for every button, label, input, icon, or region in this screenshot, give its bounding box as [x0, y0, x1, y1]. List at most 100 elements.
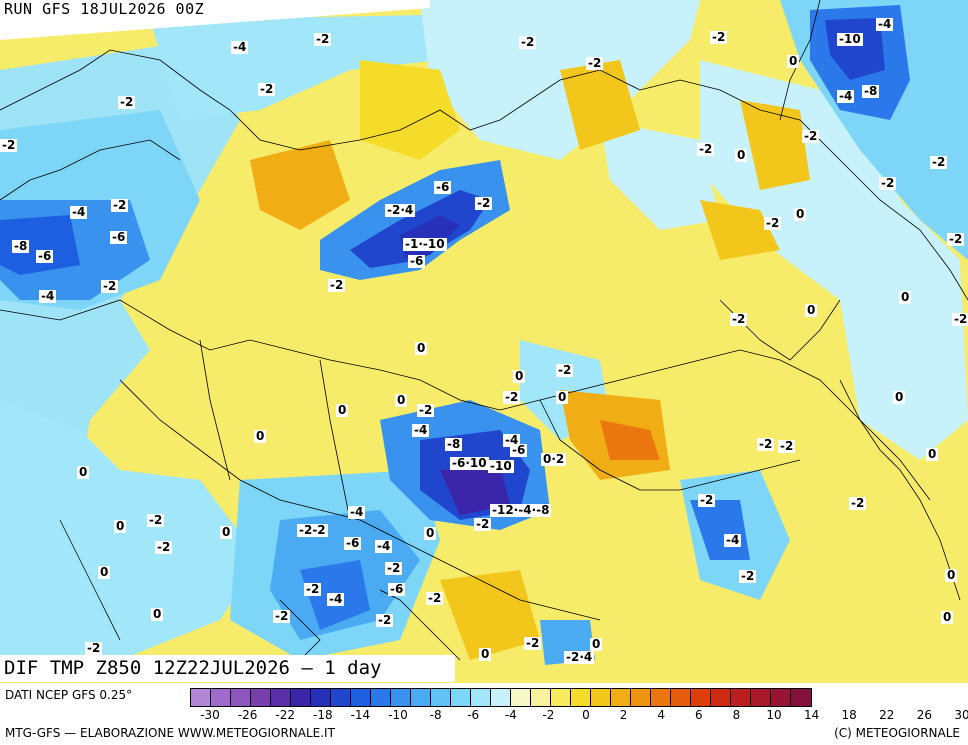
color-scale-cell: [751, 689, 771, 706]
contour-label: -2: [147, 513, 165, 527]
contour-label: -6: [36, 249, 54, 263]
color-scale-tick-label: 26: [916, 708, 933, 722]
color-scale-cell: [571, 689, 591, 706]
map-canvas: [0, 0, 968, 683]
contour-label: -2: [586, 56, 604, 70]
contour-label: -4: [231, 40, 249, 54]
contour-label: -2: [698, 493, 716, 507]
color-scale-cell: [711, 689, 731, 706]
color-scale-tick-label: -30: [200, 708, 220, 722]
color-scale-cell: [311, 689, 331, 706]
contour-label: 0·2: [541, 452, 567, 466]
contour-label: 0: [254, 429, 267, 443]
color-scale-tick-label: 14: [803, 708, 820, 722]
color-scale-tick-label: 30: [954, 708, 968, 722]
contour-label: -6: [344, 536, 362, 550]
contour-label: -10: [488, 459, 514, 473]
color-scale-cell: [451, 689, 471, 706]
color-scale-tick-label: 6: [694, 708, 703, 722]
contour-label: -2: [952, 312, 968, 326]
contour-label: -2: [764, 216, 782, 230]
contour-label: -2: [802, 129, 820, 143]
contour-label: -2: [426, 591, 444, 605]
contour-label: 0: [787, 54, 800, 68]
contour-label: -2: [556, 363, 574, 377]
contour-label: -2: [710, 30, 728, 44]
contour-label: -10: [837, 32, 863, 46]
color-scale-tick-label: 22: [879, 708, 895, 722]
color-scale-cell: [791, 689, 811, 706]
color-scale-cell: [771, 689, 791, 706]
contour-label: 0: [77, 465, 90, 479]
contour-label: 0: [805, 303, 818, 317]
color-scale-tick-label: 8: [732, 708, 741, 722]
contour-label: 0: [945, 568, 958, 582]
color-scale-tick-label: 18: [841, 708, 857, 722]
contour-label: -6·10: [450, 456, 489, 470]
color-scale-cell: [431, 689, 451, 706]
contour-label: -2: [697, 142, 715, 156]
contour-label: -6: [110, 230, 128, 244]
contour-label: -6: [408, 254, 426, 268]
contour-label: -2: [258, 82, 276, 96]
color-scale-tick-label: 4: [657, 708, 666, 722]
color-scale-cell: [491, 689, 511, 706]
contour-label: -2: [273, 609, 291, 623]
contour-label: -2: [475, 196, 493, 210]
color-scale-cell: [231, 689, 251, 706]
contour-label: 0: [415, 341, 428, 355]
color-scale-cell: [551, 689, 571, 706]
contour-label: -2: [739, 569, 757, 583]
color-scale-cell: [731, 689, 751, 706]
contour-label: -2: [730, 312, 748, 326]
color-scale-cell: [671, 689, 691, 706]
color-scale-tick-label: -4: [504, 708, 517, 722]
contour-label: -4: [327, 592, 345, 606]
color-scale-cell: [371, 689, 391, 706]
color-scale-cell: [191, 689, 211, 706]
contour-label: 0: [479, 647, 492, 661]
contour-label: -8: [862, 84, 880, 98]
contour-label: 0: [151, 607, 164, 621]
color-scale-cell: [291, 689, 311, 706]
contour-label: -2: [376, 613, 394, 627]
credit-right: (C) METEOGIORNALE: [834, 726, 960, 740]
contour-label: -4: [70, 205, 88, 219]
contour-label: -2: [101, 279, 119, 293]
contour-label: 0: [556, 390, 569, 404]
color-scale-cell: [211, 689, 231, 706]
contour-label: 0: [899, 290, 912, 304]
contour-label: -2-2: [297, 523, 328, 537]
contour-label: 0: [893, 390, 906, 404]
contour-label: -1·-10: [403, 237, 447, 251]
contour-label: 0: [590, 637, 603, 651]
contour-label: -2: [524, 636, 542, 650]
contour-label: -6: [388, 582, 406, 596]
contour-label: -6: [434, 180, 452, 194]
contour-label: -2: [930, 155, 948, 169]
contour-label: -4: [39, 289, 57, 303]
contour-label: -2: [314, 32, 332, 46]
contour-label: 0: [735, 148, 748, 162]
color-scale-tick-label: 10: [766, 708, 782, 722]
color-scale-cell: [331, 689, 351, 706]
contour-label: -4: [724, 533, 742, 547]
contour-label: -2: [879, 176, 897, 190]
color-scale-bar: [190, 688, 812, 707]
contour-label: -2: [118, 95, 136, 109]
color-scale-cell: [631, 689, 651, 706]
temperature-anomaly-map: [0, 0, 968, 683]
contour-label: -6: [510, 443, 528, 457]
contour-label: -2: [304, 582, 322, 596]
color-scale-cell: [411, 689, 431, 706]
product-title: DIF TMP Z850 12Z22JUL2026 — 1 day: [0, 655, 455, 682]
contour-label: -12·-4·-8: [490, 503, 552, 517]
color-scale-cell: [271, 689, 291, 706]
contour-label: -2: [503, 390, 521, 404]
color-scale-cell: [511, 689, 531, 706]
contour-label: -2: [849, 496, 867, 510]
color-scale-cell: [691, 689, 711, 706]
contour-label: -2: [757, 437, 775, 451]
data-source-label: DATI NCEP GFS 0.25°: [5, 688, 133, 702]
color-scale-cell: [391, 689, 411, 706]
